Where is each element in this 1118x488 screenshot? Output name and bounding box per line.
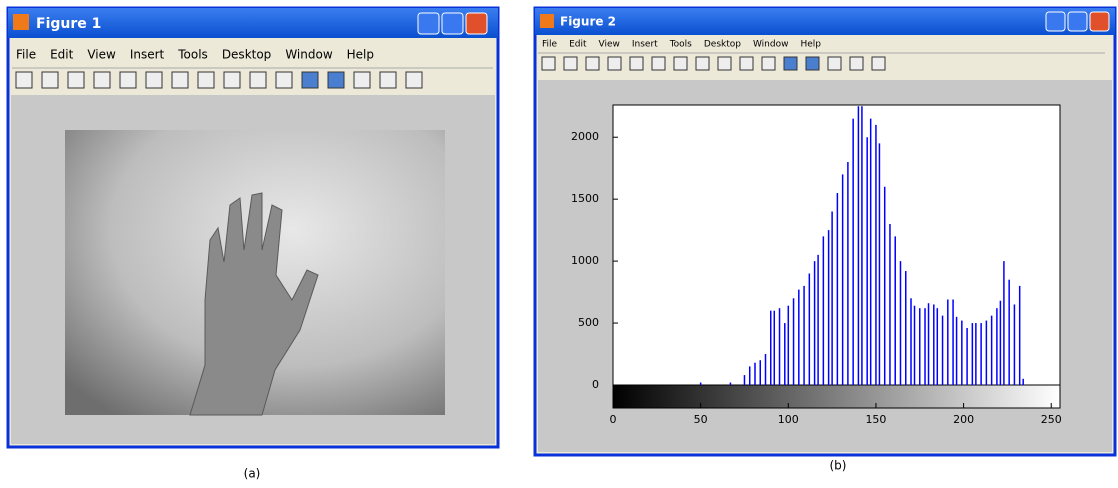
x-tick-label: 150 [865, 413, 886, 426]
tool-button[interactable] [872, 57, 885, 70]
menu-item[interactable]: Insert [130, 48, 165, 62]
tool-button[interactable] [198, 72, 214, 88]
y-tick-label: 1000 [571, 254, 599, 267]
tool-button[interactable] [354, 72, 370, 88]
colorbar [613, 385, 1060, 408]
tool-button[interactable] [328, 72, 344, 88]
caption: (b) [830, 459, 847, 473]
title-bar [535, 8, 1115, 35]
close-button[interactable] [466, 13, 487, 34]
tool-button[interactable] [806, 57, 819, 70]
plot-area [613, 105, 1060, 385]
menu-item[interactable]: Tools [177, 48, 208, 62]
tool-button[interactable] [250, 72, 266, 88]
tool-button[interactable] [172, 72, 188, 88]
tool-button[interactable] [586, 57, 599, 70]
tool-button[interactable] [68, 72, 84, 88]
close-button[interactable] [1090, 12, 1109, 31]
menu-item[interactable]: Desktop [222, 48, 272, 62]
tool-button[interactable] [674, 57, 687, 70]
caption: (a) [244, 467, 261, 481]
tool-button[interactable] [564, 57, 577, 70]
tool-button[interactable] [302, 72, 318, 88]
menu-item[interactable]: Tools [669, 40, 692, 50]
tool-button[interactable] [406, 72, 422, 88]
x-tick-label: 100 [778, 413, 799, 426]
menu-item[interactable]: Edit [50, 48, 74, 62]
app-icon [540, 14, 554, 28]
tool-button[interactable] [784, 57, 797, 70]
menu-item[interactable]: View [599, 40, 620, 50]
app-icon [13, 14, 29, 30]
menu-item[interactable]: View [87, 48, 116, 62]
tool-button[interactable] [718, 57, 731, 70]
tool-button[interactable] [828, 57, 841, 70]
minimize-button[interactable] [1046, 12, 1065, 31]
window-title: Figure 1 [36, 16, 101, 32]
menu-item[interactable]: Help [347, 48, 374, 62]
menu-item[interactable]: Insert [632, 40, 658, 50]
tool-button[interactable] [16, 72, 32, 88]
tool-button[interactable] [42, 72, 58, 88]
tool-button[interactable] [608, 57, 621, 70]
menu-item[interactable]: File [542, 40, 558, 50]
x-tick-label: 250 [1041, 413, 1062, 426]
tool-button[interactable] [224, 72, 240, 88]
menu-item[interactable]: Desktop [704, 40, 741, 50]
tool-button[interactable] [542, 57, 555, 70]
menu-item[interactable]: File [16, 48, 36, 62]
window-title: Figure 2 [560, 15, 616, 29]
menu-bar: File Edit View Insert Tools Desktop Window Help [16, 48, 374, 62]
x-tick-label: 200 [953, 413, 974, 426]
tool-button[interactable] [630, 57, 643, 70]
menu-bar: File Edit View Insert Tools Desktop Window Help [542, 40, 821, 50]
maximize-button[interactable] [442, 13, 463, 34]
menu-item[interactable]: Help [800, 40, 821, 50]
menu-item[interactable]: Window [285, 48, 333, 62]
y-tick-label: 2000 [571, 130, 599, 143]
window-2: Figure 2 File Edit View Insert Tools Desktop W… [535, 8, 1115, 455]
y-tick-label: 500 [578, 316, 599, 329]
y-tick-label: 1500 [571, 192, 599, 205]
menu-item[interactable]: Window [753, 40, 789, 50]
tool-button[interactable] [146, 72, 162, 88]
tool-button[interactable] [276, 72, 292, 88]
maximize-button[interactable] [1068, 12, 1087, 31]
menu-item[interactable]: Edit [569, 40, 587, 50]
tool-button[interactable] [762, 57, 775, 70]
x-tick-label: 0 [610, 413, 617, 426]
screen: Figure 1 File Edit View Insert Tools Desktop W… [0, 0, 1118, 484]
tool-button[interactable] [380, 72, 396, 88]
page: Figure 1 File Edit View Insert Tools Desktop W… [0, 0, 1118, 484]
tool-button[interactable] [696, 57, 709, 70]
tool-button[interactable] [740, 57, 753, 70]
x-tick-label: 50 [694, 413, 708, 426]
y-tick-label: 0 [592, 378, 599, 391]
tool-button[interactable] [850, 57, 863, 70]
tool-button[interactable] [120, 72, 136, 88]
tool-button[interactable] [94, 72, 110, 88]
window-1: Figure 1 File Edit View Insert Tools Desktop W… [8, 8, 498, 447]
minimize-button[interactable] [418, 13, 439, 34]
tool-button[interactable] [652, 57, 665, 70]
